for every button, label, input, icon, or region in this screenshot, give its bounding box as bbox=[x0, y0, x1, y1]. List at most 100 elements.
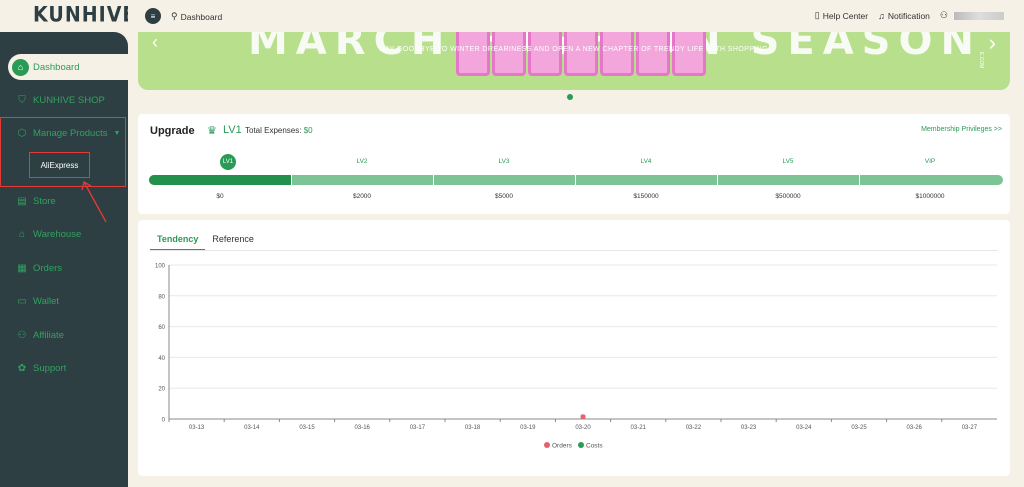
sidebar-item-label: Warehouse bbox=[33, 228, 82, 240]
bar-divider bbox=[717, 175, 718, 185]
total-expenses: Total Expenses: $0 bbox=[245, 126, 313, 135]
level-amount: $0 bbox=[216, 193, 224, 200]
level-amount: $150000 bbox=[633, 193, 659, 200]
level-label: LV4 bbox=[640, 158, 652, 165]
x-tick-label: 03-27 bbox=[962, 425, 978, 431]
total-expenses-label: Total Expenses: bbox=[245, 126, 302, 135]
sidebar-item-warehouse[interactable]: ⌂ Warehouse bbox=[0, 224, 128, 244]
tabs-divider bbox=[150, 250, 998, 251]
y-tick-label: 40 bbox=[158, 356, 165, 362]
banner-next-icon[interactable]: › bbox=[988, 32, 996, 55]
data-point-orders bbox=[580, 414, 586, 419]
current-level: LV1 bbox=[223, 124, 242, 136]
legend-label: Orders bbox=[552, 443, 573, 450]
bar-divider bbox=[291, 175, 292, 185]
sidebar-item-wallet[interactable]: ▭ Wallet bbox=[0, 291, 128, 311]
y-tick-label: 80 bbox=[158, 294, 165, 300]
sidebar-item-support[interactable]: ✿ Support bbox=[0, 358, 128, 378]
cube-icon: ⬡ bbox=[17, 127, 27, 139]
sidebar-item-label: Dashboard bbox=[33, 61, 80, 73]
level-label: VIP bbox=[924, 158, 936, 165]
level-label: LV5 bbox=[782, 158, 794, 165]
sidebar-subitem-aliexpress[interactable]: AliExpress bbox=[29, 152, 90, 178]
dashboard-icon: ⌂ bbox=[12, 58, 29, 76]
x-tick-label: 03-15 bbox=[299, 425, 315, 431]
notification-link[interactable]: ♫ Notification bbox=[878, 11, 930, 21]
level-progress-bar bbox=[149, 175, 1003, 185]
logo[interactable]: KUNHIVE bbox=[33, 2, 137, 28]
sidebar-item-orders[interactable]: ▦ Orders bbox=[0, 258, 128, 278]
bar-divider bbox=[575, 175, 576, 185]
sidebar-item-label: Wallet bbox=[33, 295, 60, 307]
shopping-bag-icon: ⛉ bbox=[18, 94, 26, 106]
sidebar-item-label: Affiliate bbox=[33, 329, 64, 341]
carousel-dot[interactable] bbox=[567, 94, 573, 100]
x-tick-label: 03-21 bbox=[631, 425, 647, 431]
level-amount: $500000 bbox=[775, 193, 801, 200]
menu-toggle-button[interactable]: ≡ bbox=[145, 8, 161, 24]
y-tick-label: 0 bbox=[162, 418, 166, 424]
level-label: LV2 bbox=[356, 158, 368, 165]
level-amount: $5000 bbox=[494, 193, 514, 200]
orders-icon: ▦ bbox=[17, 262, 27, 274]
x-tick-label: 03-17 bbox=[410, 425, 426, 431]
chart-card: Tendency Reference 0 20 40 60 80 100 03-13 03-1… bbox=[138, 220, 1010, 476]
crown-icon: ♛ bbox=[207, 125, 217, 137]
legend-marker bbox=[578, 442, 584, 448]
x-tick-label: 03-16 bbox=[355, 425, 371, 431]
x-tick-label: 03-19 bbox=[520, 425, 536, 431]
level-label: LV3 bbox=[498, 158, 510, 165]
y-tick-label: 100 bbox=[155, 264, 166, 270]
total-expenses-value: $0 bbox=[303, 126, 313, 135]
membership-privileges-link[interactable]: Membership Privileges >> bbox=[921, 126, 1002, 133]
sidebar-item-label: Orders bbox=[33, 262, 63, 274]
level-badge-current: LV1 bbox=[220, 154, 236, 170]
sidebar-item-kunhive-shop[interactable]: ⛉ KUNHIVE SHOP bbox=[0, 90, 128, 110]
highlight-box bbox=[0, 117, 126, 187]
user-icon: ⚇ bbox=[939, 10, 948, 20]
y-tick-label: 20 bbox=[158, 387, 165, 393]
x-tick-label: 03-18 bbox=[465, 425, 481, 431]
sidebar bbox=[0, 0, 128, 487]
legend-label: Costs bbox=[586, 443, 603, 450]
sidebar-item-dashboard[interactable]: ⌂ Dashboard bbox=[8, 54, 128, 80]
user-menu[interactable]: ⚇ bbox=[940, 10, 1004, 21]
upgrade-title: Upgrade bbox=[150, 125, 195, 137]
bar-divider bbox=[859, 175, 860, 185]
tab-tendency[interactable]: Tendency bbox=[150, 234, 206, 251]
breadcrumb: ⚲ Dashboard bbox=[171, 11, 222, 22]
document-icon: ▯ bbox=[814, 10, 820, 20]
level-amount: $2000 bbox=[352, 193, 372, 200]
sidebar-item-affiliate[interactable]: ⚇ Affiliate bbox=[0, 325, 128, 345]
x-tick-label: 03-25 bbox=[851, 425, 867, 431]
help-center-link[interactable]: ▯ Help Center bbox=[815, 10, 868, 21]
annotation-arrow bbox=[81, 181, 107, 223]
wallet-icon: ▭ bbox=[17, 295, 27, 307]
sidebar-item-label: Store bbox=[33, 195, 56, 207]
chevron-down-icon: ▼ bbox=[113, 129, 121, 137]
sidebar-item-manage-products[interactable]: ⬡ Manage Products ▼ bbox=[0, 123, 128, 143]
level-amount: $1000000 bbox=[915, 193, 945, 200]
username-redacted bbox=[954, 11, 1004, 20]
x-tick-label: 03-26 bbox=[907, 425, 923, 431]
bell-icon: ♫ bbox=[878, 10, 885, 21]
tendency-chart: 0 20 40 60 80 100 03-13 03-14 03-15 03-16 03-17 03-… bbox=[155, 264, 997, 450]
x-tick-label: 03-22 bbox=[686, 425, 702, 431]
banner-pink-letters bbox=[456, 32, 718, 76]
hamburger-icon: ≡ bbox=[150, 11, 156, 21]
level-progress-fill bbox=[149, 175, 292, 185]
promo-banner[interactable]: MARCH FASHION SEASON SAY GOODBYE TO WINT… bbox=[138, 32, 1010, 90]
sidebar-notch bbox=[0, 32, 128, 54]
banner-side-text: E.COM bbox=[978, 52, 984, 69]
x-tick-label: 03-14 bbox=[244, 425, 260, 431]
sidebar-item-store[interactable]: ▤ Store bbox=[0, 191, 128, 211]
notification-label: Notification bbox=[887, 10, 930, 21]
legend-marker bbox=[544, 442, 550, 448]
chart-tabs: Tendency Reference bbox=[150, 234, 261, 251]
upgrade-card: Upgrade ♛ LV1 Total Expenses: $0 Members… bbox=[138, 114, 1010, 214]
logo-area: KUNHIVE bbox=[0, 0, 135, 32]
help-center-label: Help Center bbox=[822, 10, 869, 21]
banner-prev-icon[interactable]: ‹ bbox=[152, 32, 158, 52]
tab-reference[interactable]: Reference bbox=[212, 234, 254, 244]
topbar-actions: ▯ Help Center ♫ Notification ⚇ bbox=[805, 10, 1004, 21]
